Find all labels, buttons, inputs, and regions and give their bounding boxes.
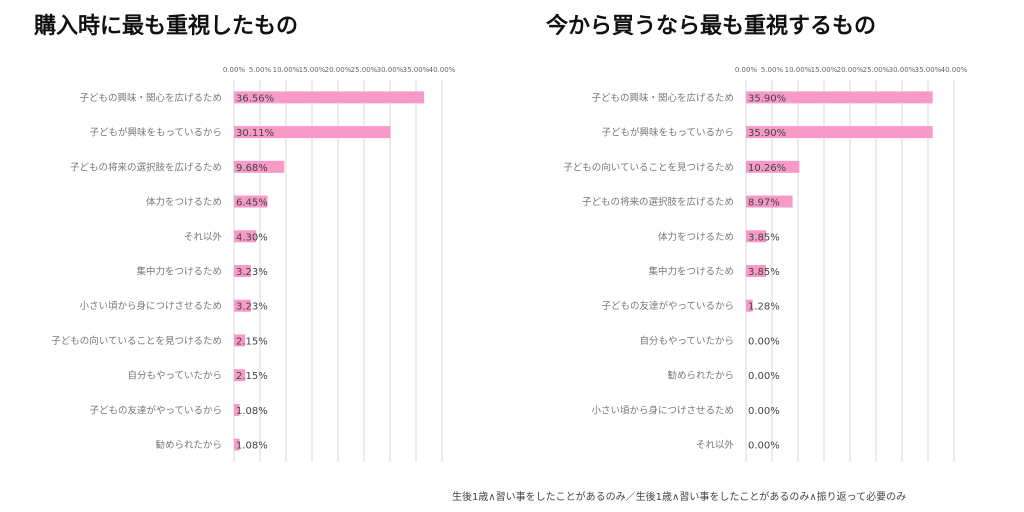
- value-label: 4.30%: [236, 232, 268, 243]
- value-label: 35.90%: [748, 128, 786, 139]
- value-label: 1.08%: [236, 406, 268, 417]
- chart-title-purchase: 購入時に最も重視したもの: [34, 14, 299, 39]
- category-label: 子どもの興味・関心を広げるため: [591, 92, 734, 104]
- value-label: 0.00%: [748, 371, 780, 382]
- category-label: 勧められたから: [155, 439, 222, 451]
- value-label: 10.26%: [748, 163, 786, 174]
- value-label: 35.90%: [748, 93, 786, 104]
- category-label: それ以外: [696, 439, 735, 451]
- category-label: 自分もやっていたから: [127, 370, 222, 382]
- value-label: 9.68%: [236, 163, 268, 174]
- category-label: 子どもが興味をもっているから: [601, 127, 734, 139]
- category-label: 自分もやっていたから: [639, 335, 734, 347]
- value-label: 3.85%: [748, 267, 780, 278]
- bar: [746, 265, 767, 277]
- value-label: 1.28%: [748, 302, 780, 313]
- bar: [234, 265, 251, 277]
- bar: [746, 195, 793, 208]
- x-tick-label: 30.00%: [889, 66, 916, 74]
- value-label: 36.56%: [236, 93, 274, 104]
- value-label: 0.00%: [748, 406, 780, 417]
- x-tick-label: 35.00%: [403, 66, 430, 74]
- x-tick-label: 40.00%: [429, 66, 456, 74]
- category-label: 子どもの友達がやっているから: [89, 404, 222, 416]
- bar: [234, 369, 246, 382]
- value-label: 2.15%: [236, 336, 268, 347]
- bar-chart-next-purchase: 0.00% 5.00% 10.00% 15.00% 20.00% 25.00% 30.00%…: [563, 66, 968, 462]
- value-label: 3.23%: [236, 302, 268, 313]
- bar: [234, 230, 257, 243]
- category-label: 子どもが興味をもっているから: [89, 127, 222, 139]
- category-label: 小さい頃から身につけさせるため: [79, 300, 222, 312]
- footnote: 生後1歳∧習い事をしたことがあるのみ／生後1歳∧習い事をしたことがあるのみ∧振り…: [452, 492, 907, 503]
- value-label: 2.15%: [236, 371, 268, 382]
- category-label: 子どもの友達がやっているから: [601, 300, 734, 312]
- bar-chart-purchase: 0.00% 5.00% 10.00% 15.00% 20.00% 25.00% 30.00%…: [51, 66, 456, 462]
- bar: [234, 91, 425, 104]
- bar: [234, 195, 268, 208]
- bar: [746, 126, 933, 139]
- x-tick-label: 20.00%: [325, 66, 352, 74]
- value-label: 3.23%: [236, 267, 268, 278]
- x-tick-label: 25.00%: [863, 66, 890, 74]
- bar: [746, 230, 767, 243]
- bar: [234, 299, 251, 312]
- bar: [234, 160, 285, 173]
- category-label: それ以外: [184, 231, 223, 243]
- value-label: 8.97%: [748, 198, 780, 209]
- category-label: 子どもの将来の選択肢を広げるため: [582, 196, 734, 208]
- value-label: 3.85%: [748, 232, 780, 243]
- value-label: 6.45%: [236, 198, 268, 209]
- category-label: 子どもの将来の選択肢を広げるため: [70, 161, 222, 173]
- category-label: 小さい頃から身につけさせるため: [591, 404, 734, 416]
- x-tick-label: 40.00%: [941, 66, 968, 74]
- x-tick-label: 10.00%: [273, 66, 300, 74]
- x-tick-label: 20.00%: [837, 66, 864, 74]
- value-label: 0.00%: [748, 441, 780, 452]
- x-tick-label: 25.00%: [351, 66, 378, 74]
- chart-panel-next-purchase: 今から買うなら最も重視するもの 0.00% 5.00% 10.00% 15.00% 20…: [512, 0, 1024, 490]
- value-label: 30.11%: [236, 128, 274, 139]
- x-tick-label: 5.00%: [761, 66, 784, 74]
- bar: [234, 403, 240, 416]
- x-tick-label: 30.00%: [377, 66, 404, 74]
- x-tick-label: 15.00%: [299, 66, 326, 74]
- chart-title-next-purchase: 今から買うなら最も重視するもの: [546, 14, 877, 39]
- category-label: 勧められたから: [667, 370, 734, 382]
- chart-panel-purchase: 購入時に最も重視したもの 0.00% 5.00% 10.00% 15.00% 20.00…: [0, 0, 512, 490]
- bar: [234, 334, 246, 347]
- x-tick-label: 5.00%: [249, 66, 272, 74]
- category-label: 子どもの向いていることを見つけるため: [563, 161, 734, 173]
- bar: [746, 160, 800, 173]
- category-label: 子どもの興味・関心を広げるため: [79, 92, 222, 104]
- x-tick-label: 0.00%: [223, 66, 246, 74]
- category-label: 集中力をつけるため: [136, 266, 222, 278]
- value-label: 0.00%: [748, 336, 780, 347]
- category-label: 体力をつけるため: [658, 231, 734, 243]
- x-tick-label: 35.00%: [915, 66, 942, 74]
- bar: [746, 91, 933, 104]
- bar: [746, 299, 753, 312]
- category-label: 子どもの向いていることを見つけるため: [51, 335, 222, 347]
- category-label: 体力をつけるため: [146, 196, 222, 208]
- x-tick-label: 10.00%: [785, 66, 812, 74]
- category-label: 集中力をつけるため: [648, 266, 734, 278]
- x-tick-label: 15.00%: [811, 66, 838, 74]
- bar: [234, 438, 240, 451]
- bar: [234, 126, 391, 139]
- value-label: 1.08%: [236, 441, 268, 452]
- x-tick-label: 0.00%: [735, 66, 758, 74]
